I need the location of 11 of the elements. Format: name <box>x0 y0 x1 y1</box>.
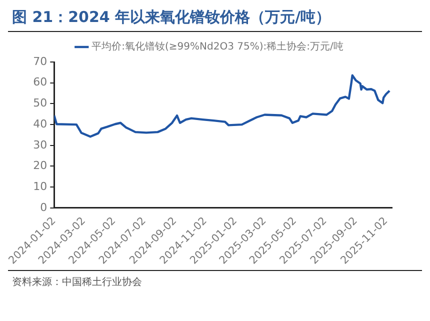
y-tick-label: 0 <box>40 200 48 214</box>
chart-title: 图 21：2024 年以来氧化镨钕价格（万元/吨） <box>8 8 422 32</box>
y-tick-label: 30 <box>33 138 48 152</box>
text: 资料来源：中国稀土行业协会 <box>12 276 143 289</box>
y-tick-label: 70 <box>33 54 48 68</box>
legend-label: 平均价:氧化镨钕(≥99%Nd2O3 75%):稀土协会:万元/吨 <box>92 40 344 53</box>
y-tick-label: 20 <box>33 159 48 172</box>
y-tick-label: 40 <box>33 117 48 130</box>
y-tick-label: 60 <box>33 76 48 89</box>
y-tick-label: 50 <box>33 96 48 110</box>
y-tick-label: 10 <box>33 180 48 193</box>
